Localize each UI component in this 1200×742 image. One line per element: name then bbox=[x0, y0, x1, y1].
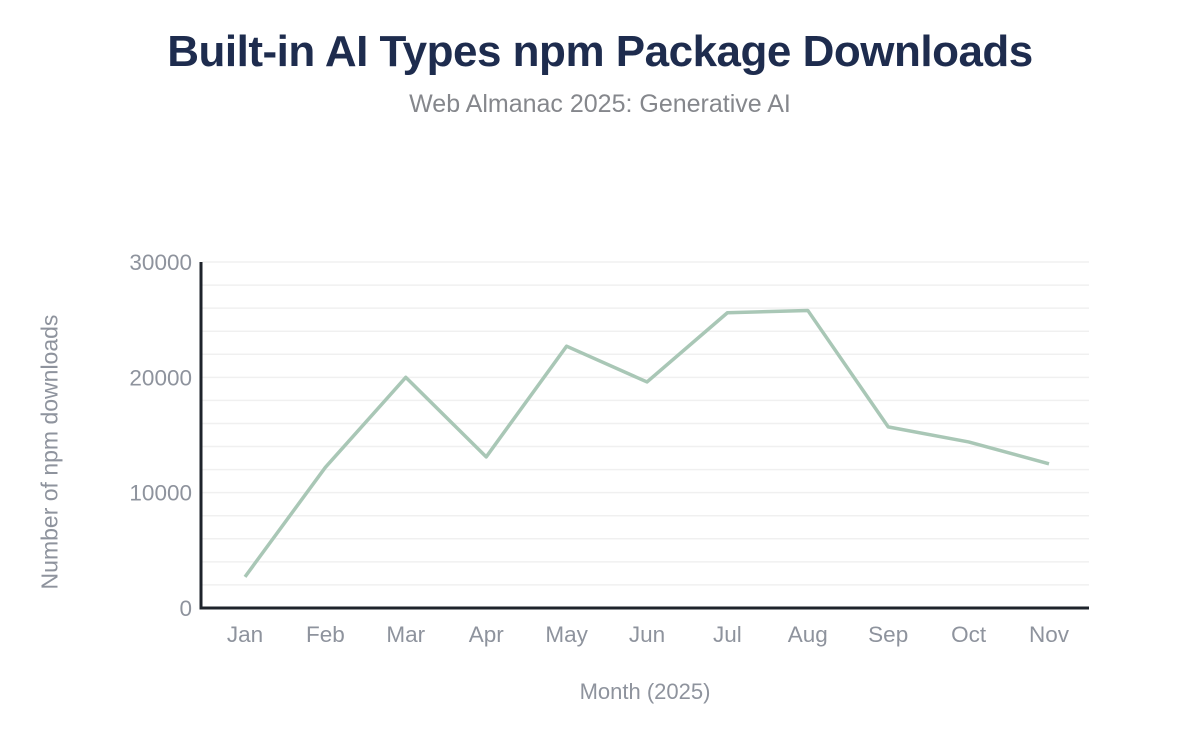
x-tick-label: Jan bbox=[227, 622, 263, 647]
x-tick-label: Oct bbox=[951, 622, 987, 647]
x-tick-label: Jul bbox=[713, 622, 742, 647]
x-tick-label: Mar bbox=[386, 622, 425, 647]
x-axis-title: Month (2025) bbox=[579, 679, 711, 704]
y-tick-label: 20000 bbox=[129, 365, 192, 390]
y-tick-label: 30000 bbox=[129, 250, 192, 275]
y-tick-label: 0 bbox=[179, 596, 192, 621]
x-tick-label: Apr bbox=[469, 622, 505, 647]
x-tick-label: Feb bbox=[306, 622, 345, 647]
chart-subtitle: Web Almanac 2025: Generative AI bbox=[409, 90, 791, 118]
x-tick-label: May bbox=[545, 622, 588, 647]
x-tick-label: Aug bbox=[788, 622, 828, 647]
x-tick-label: Sep bbox=[868, 622, 908, 647]
x-tick-label: Nov bbox=[1029, 622, 1070, 647]
series-line bbox=[243, 308, 1050, 578]
x-tick-label: Jun bbox=[629, 622, 665, 647]
chart-title: Built-in AI Types npm Package Downloads bbox=[167, 27, 1033, 76]
y-tick-label: 10000 bbox=[129, 481, 192, 506]
